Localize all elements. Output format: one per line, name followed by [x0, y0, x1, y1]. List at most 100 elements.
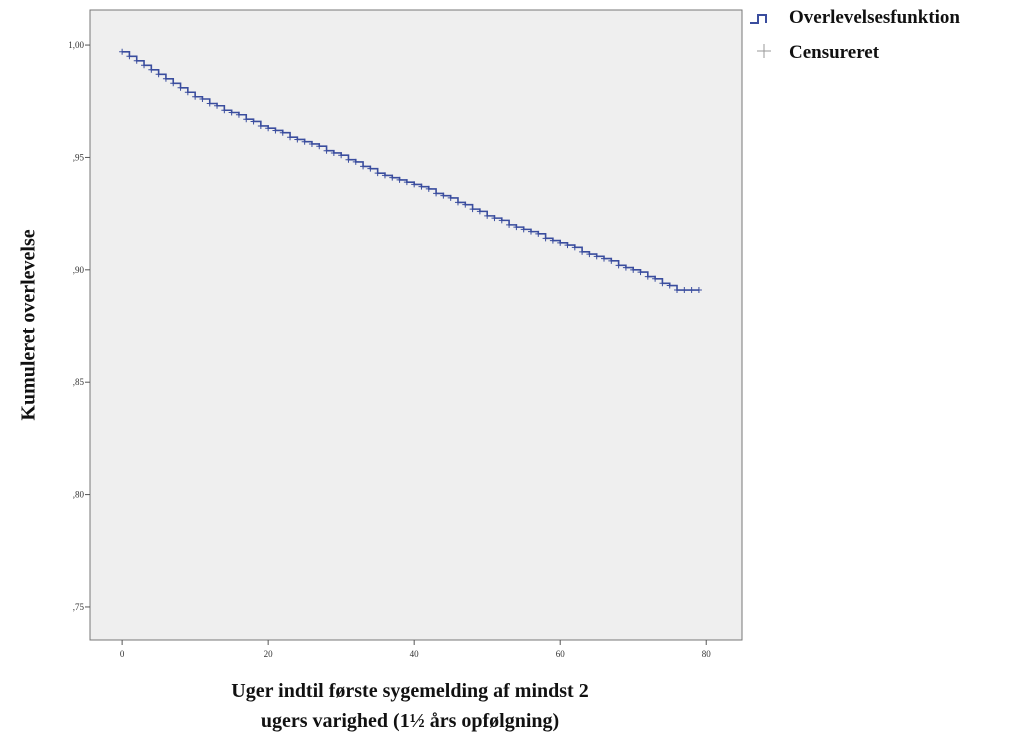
y-tick-label: ,75	[73, 602, 85, 612]
censor-mark	[403, 179, 410, 186]
censor-mark	[345, 156, 352, 163]
censor-mark	[542, 235, 549, 242]
censor-mark	[695, 287, 702, 294]
x-tick-label: 80	[702, 649, 712, 659]
y-tick-label: ,80	[73, 490, 85, 500]
censor-mark	[433, 190, 440, 197]
censor-mark	[601, 255, 608, 262]
censor-mark	[257, 122, 264, 129]
censor-mark	[287, 134, 294, 141]
censor-mark	[330, 149, 337, 156]
censor-mark	[469, 206, 476, 213]
censor-mark	[571, 244, 578, 251]
censor-mark	[688, 287, 695, 294]
censor-mark	[513, 224, 520, 231]
x-axis-label: ugers varighed (1½ års opfølgning)	[261, 710, 559, 732]
censor-mark	[564, 242, 571, 249]
censor-mark	[615, 262, 622, 269]
censor-mark	[666, 282, 673, 289]
censor-mark	[141, 62, 148, 69]
censor-mark	[119, 48, 126, 55]
censor-mark	[527, 228, 534, 235]
censor-mark	[674, 287, 681, 294]
censor-mark	[579, 248, 586, 255]
censor-mark	[177, 84, 184, 91]
x-tick-label: 0	[120, 649, 125, 659]
censor-mark	[447, 194, 454, 201]
censor-mark	[381, 172, 388, 179]
plot-area	[89, 9, 743, 641]
censor-mark	[418, 183, 425, 190]
censor-mark	[360, 163, 367, 170]
censor-mark	[214, 102, 221, 109]
censor-mark	[272, 127, 279, 134]
censor-mark	[681, 287, 688, 294]
censor-mark	[192, 93, 199, 100]
censor-mark	[250, 118, 257, 125]
censor-mark	[133, 57, 140, 64]
censor-mark	[235, 111, 242, 118]
censor-mark	[506, 221, 513, 228]
censor-mark	[630, 266, 637, 273]
censor-mark	[184, 89, 191, 96]
legend-label: Overlevelsesfunktion	[789, 7, 960, 28]
legend-label: Censureret	[789, 42, 880, 63]
censor-mark	[535, 230, 542, 237]
x-tick-label: 20	[264, 649, 274, 659]
censor-mark	[425, 185, 432, 192]
censor-mark	[352, 158, 359, 165]
censor-mark	[557, 239, 564, 246]
censor-mark	[338, 152, 345, 159]
y-tick-label: ,85	[73, 377, 85, 387]
censor-mark	[440, 192, 447, 199]
censor-mark	[652, 275, 659, 282]
censor-mark	[389, 174, 396, 181]
legend-step-icon	[750, 14, 767, 24]
y-tick-label: ,90	[73, 265, 85, 275]
censor-mark	[265, 125, 272, 132]
censor-mark	[498, 217, 505, 224]
censor-mark	[162, 75, 169, 82]
censor-mark	[294, 136, 301, 143]
censor-mark	[323, 147, 330, 154]
censor-mark	[170, 80, 177, 87]
censor-mark	[279, 129, 286, 136]
censor-mark	[367, 165, 374, 172]
censor-mark	[374, 170, 381, 177]
x-tick-label: 60	[556, 649, 566, 659]
x-tick-label: 40	[410, 649, 420, 659]
censor-mark	[126, 53, 133, 60]
censor-mark	[301, 138, 308, 145]
censor-mark	[637, 269, 644, 276]
censor-mark	[586, 251, 593, 258]
y-tick-label: 1,00	[68, 40, 84, 50]
x-axis-label: Uger indtil første sygemelding af mindst…	[231, 680, 588, 702]
censor-mark	[476, 208, 483, 215]
censor-mark	[199, 96, 206, 103]
censor-mark	[622, 264, 629, 271]
censor-mark	[491, 215, 498, 222]
y-axis-label: Kumuleret overlevelse	[18, 229, 40, 420]
censor-mark	[148, 66, 155, 73]
censor-mark	[411, 181, 418, 188]
censor-mark	[462, 201, 469, 208]
censor-mark	[659, 280, 666, 287]
censor-mark	[396, 176, 403, 183]
censor-mark	[549, 237, 556, 244]
censor-mark	[454, 199, 461, 206]
censor-mark	[221, 107, 228, 114]
censor-mark	[206, 100, 213, 107]
censor-mark	[608, 257, 615, 264]
censor-mark	[593, 253, 600, 260]
censor-mark	[155, 71, 162, 78]
censor-mark	[228, 109, 235, 116]
legend-plus-icon	[757, 44, 771, 58]
censor-mark	[644, 273, 651, 280]
censor-mark	[243, 116, 250, 123]
censor-mark	[520, 226, 527, 233]
censor-mark	[484, 212, 491, 219]
y-tick-label: ,95	[73, 152, 85, 162]
censor-mark	[316, 143, 323, 150]
censor-mark	[308, 140, 315, 147]
